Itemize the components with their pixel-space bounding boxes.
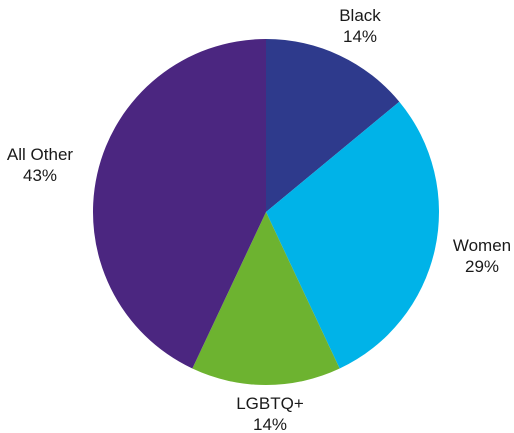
pie-slices	[92, 39, 440, 386]
slice-value-women: 29%	[465, 257, 499, 276]
pie-slice-women	[266, 101, 440, 369]
pie-slice-all-other	[92, 39, 266, 369]
slice-label-women: Women	[453, 236, 511, 255]
slice-value-black: 14%	[343, 27, 377, 46]
pie-slice-lgbtq	[192, 212, 340, 386]
slice-label-all-other: All Other	[7, 145, 73, 164]
slice-label-lgbtq: LGBTQ+	[236, 394, 304, 413]
slice-value-lgbtq: 14%	[253, 415, 287, 433]
slice-value-all-other: 43%	[23, 166, 57, 185]
pie-labels: Black 14% Women 29% LGBTQ+ 14% All Other 43%	[7, 6, 511, 433]
slice-label-black: Black	[339, 6, 381, 25]
pie-slice-black	[266, 39, 400, 212]
